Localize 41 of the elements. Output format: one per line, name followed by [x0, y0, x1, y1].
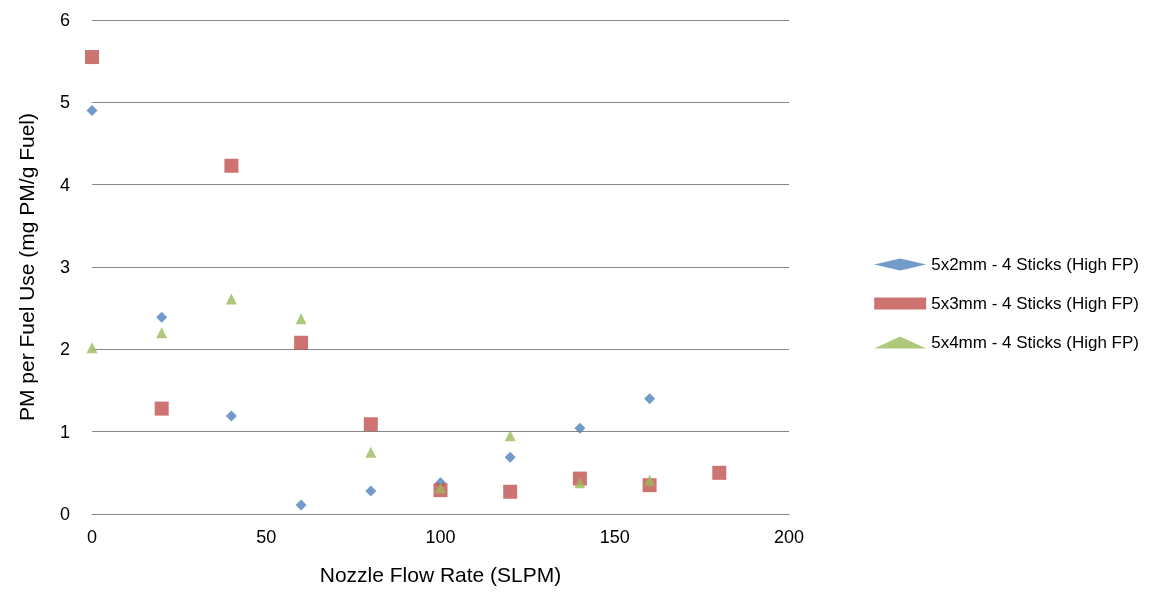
x-axis-title: Nozzle Flow Rate (SLPM) — [319, 563, 562, 586]
point — [225, 410, 237, 422]
y-tick-label: 0 — [59, 504, 70, 524]
x-tick-label: 50 — [256, 527, 277, 547]
point — [294, 335, 309, 350]
point — [225, 293, 237, 305]
point — [504, 451, 516, 463]
point — [85, 50, 99, 65]
point — [154, 401, 169, 416]
point — [86, 105, 98, 117]
y-tick-label: 2 — [59, 339, 70, 360]
x-tick-label: 0 — [86, 527, 98, 547]
y-tick-label: 6 — [59, 10, 70, 30]
y-tick-label: 5 — [59, 92, 70, 113]
legend-label: 5x3mm - 4 Sticks (High FP) — [931, 294, 1139, 313]
point — [224, 158, 239, 173]
legend-label: 5x4mm - 4 Sticks (High FP) — [931, 333, 1139, 352]
y-tick-label: 1 — [59, 421, 70, 442]
x-tick-label: 100 — [425, 527, 456, 547]
point — [644, 393, 656, 405]
point — [365, 446, 377, 458]
legend-label: 5x2mm - 4 Sticks (High FP) — [931, 255, 1139, 274]
point — [503, 484, 518, 499]
y-tick-label: 3 — [59, 257, 70, 277]
point — [504, 430, 516, 442]
point — [295, 499, 307, 511]
x-tick-label: 200 — [773, 527, 805, 547]
point — [156, 327, 168, 339]
point — [435, 482, 446, 494]
point — [712, 465, 727, 480]
point — [574, 422, 586, 434]
point — [86, 342, 98, 354]
point — [363, 417, 378, 432]
x-tick-label: 150 — [599, 527, 630, 547]
point — [156, 311, 168, 323]
point — [295, 313, 307, 325]
y-tick-label: 4 — [59, 174, 70, 195]
point — [644, 474, 656, 486]
point — [365, 485, 377, 497]
y-axis-title: PM per Fuel Use (mg PM/g Fuel) — [15, 112, 38, 422]
point — [574, 477, 586, 489]
